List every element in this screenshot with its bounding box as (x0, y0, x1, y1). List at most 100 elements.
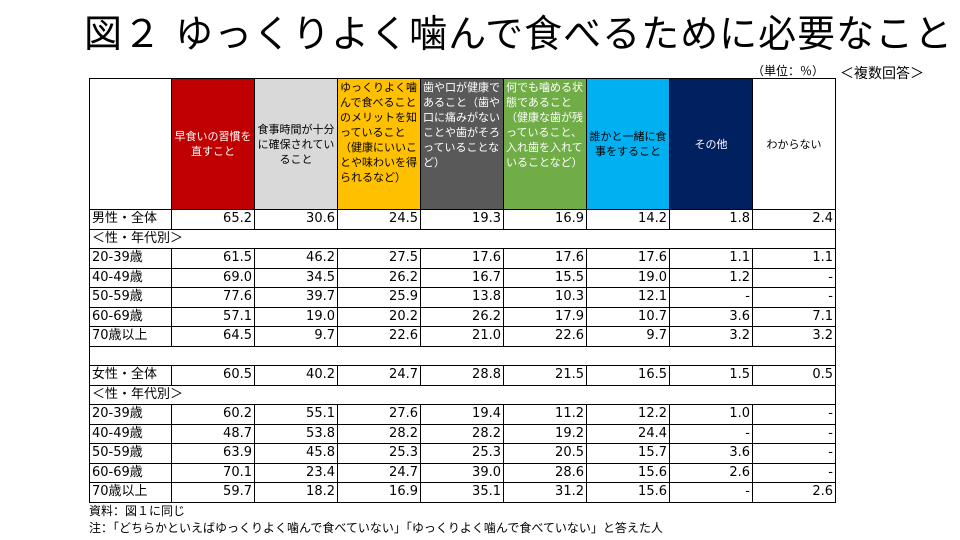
table-cell: 11.2 (503, 404, 587, 425)
column-header: 誰かと一緒に食事をすること (586, 78, 670, 210)
table-cell: 19.3 (420, 209, 504, 230)
table-cell: 19.2 (503, 423, 587, 444)
table-row: 20-39歳 60.2 55.1 27.6 19.4 11.2 12.2 1.0- (89, 404, 836, 425)
table-cell: 0.5 (752, 365, 836, 386)
table-cell: 60.5 (171, 365, 255, 386)
table-cell: 13.8 (420, 287, 504, 308)
table-cell: 26.2 (420, 306, 504, 327)
column-header: その他 (669, 78, 753, 210)
column-header: わからない (752, 78, 836, 210)
table-cell: 28.2 (420, 423, 504, 444)
column-header: 食事時間が十分に確保されていること (254, 78, 338, 210)
table-cell: 21.0 (420, 326, 504, 347)
table-cell: 46.2 (254, 248, 338, 269)
table-cell: 17.9 (503, 306, 587, 327)
table-cell: 24.7 (337, 365, 421, 386)
table-cell: 1.1 (669, 248, 753, 269)
table-cell: 21.5 (503, 365, 587, 386)
table-cell: 63.9 (171, 443, 255, 464)
table-cell: 2.6 (669, 462, 753, 483)
table-cell: 27.6 (337, 404, 421, 425)
table-cell: - (752, 423, 836, 444)
row-label: 男性・全体 (89, 209, 172, 230)
table-cell: 45.8 (254, 443, 338, 464)
table-cell: 14.2 (586, 209, 670, 230)
table-row: 女性・全体 60.5 40.2 24.7 28.8 21.5 16.5 1.5 0.5 (89, 365, 836, 386)
table-cell: 16.9 (503, 209, 587, 230)
table-cell: 69.0 (171, 267, 255, 288)
column-header: 歯や口が健康であること（歯や口に痛みがないことや歯がそろっていることなど） (420, 78, 504, 210)
table-row: 50-59歳 63.9 45.8 25.3 25.3 20.5 15.7 3.6- (89, 443, 836, 464)
table-cell: 77.6 (171, 287, 255, 308)
table-cell: 2.6 (752, 482, 836, 503)
table-cell: - (752, 267, 836, 288)
table-cell: 53.8 (254, 423, 338, 444)
table-cell: 22.6 (337, 326, 421, 347)
table-cell: 1.2 (669, 267, 753, 288)
table-cell: 28.8 (420, 365, 504, 386)
table-cell: 18.2 (254, 482, 338, 503)
table-cell: 64.5 (171, 326, 255, 347)
survey-table: 早食いの習慣を直すこと 食事時間が十分に確保されていること ゆっくりよく噛んで食… (89, 78, 836, 503)
table-cell: 65.2 (171, 209, 255, 230)
table-cell: 24.7 (337, 462, 421, 483)
table-cell: 70.1 (171, 462, 255, 483)
table-cell: 1.0 (669, 404, 753, 425)
table-cell: 9.7 (254, 326, 338, 347)
table-cell: 15.6 (586, 462, 670, 483)
table-cell: 25.9 (337, 287, 421, 308)
table-row: 60-69歳 70.1 23.4 24.7 39.0 28.6 15.6 2.6- (89, 462, 836, 483)
table-cell: 3.2 (669, 326, 753, 347)
table-cell: 19.0 (254, 306, 338, 327)
table-cell: 9.7 (586, 326, 670, 347)
table-cell: 20.5 (503, 443, 587, 464)
table-row: 男性・全体 65.2 30.6 24.5 19.3 16.9 14.2 1.8 2.4 (89, 209, 836, 230)
header-row: 早食いの習慣を直すこと 食事時間が十分に確保されていること ゆっくりよく噛んで食… (89, 78, 836, 210)
table-cell: 1.8 (669, 209, 753, 230)
row-label: 女性・全体 (89, 365, 172, 386)
table-cell: 3.2 (752, 326, 836, 347)
table-cell: 24.4 (586, 423, 670, 444)
table-cell: 16.7 (420, 267, 504, 288)
row-label: 70歳以上 (89, 326, 172, 347)
section-label: ＜性・年代別＞ (89, 228, 836, 249)
table-cell: 40.2 (254, 365, 338, 386)
section-row: ＜性・年代別＞ (89, 228, 836, 249)
table-row: 50-59歳 77.6 39.7 25.9 13.8 10.3 12.1- - (89, 287, 836, 308)
row-label: 40-49歳 (89, 423, 172, 444)
table-cell: 1.5 (669, 365, 753, 386)
table-cell: 35.1 (420, 482, 504, 503)
header-corner (89, 78, 172, 210)
table-cell: 22.6 (503, 326, 587, 347)
table-body: 男性・全体 65.2 30.6 24.5 19.3 16.9 14.2 1.8 2.4 ＜性・年代… (89, 209, 836, 503)
table-cell: - (752, 287, 836, 308)
row-label: 70歳以上 (89, 482, 172, 503)
table-cell: 2.4 (752, 209, 836, 230)
table-cell: 15.5 (503, 267, 587, 288)
table-cell: 10.3 (503, 287, 587, 308)
row-label: 20-39歳 (89, 248, 172, 269)
multi-answer-label: ＜複数回答＞ (840, 66, 924, 82)
section-row: ＜性・年代別＞ (89, 384, 836, 405)
row-label: 20-39歳 (89, 404, 172, 425)
table-cell: 19.0 (586, 267, 670, 288)
table-cell: 26.2 (337, 267, 421, 288)
table-cell: 3.6 (669, 443, 753, 464)
table-cell: 23.4 (254, 462, 338, 483)
table-cell: 16.9 (337, 482, 421, 503)
table-row: 40-49歳 69.0 34.5 26.2 16.7 15.5 19.0 1.2- (89, 267, 836, 288)
table-cell: - (752, 443, 836, 464)
table-cell: - (669, 482, 753, 503)
table-cell: 39.7 (254, 287, 338, 308)
table-cell: 34.5 (254, 267, 338, 288)
row-label: 50-59歳 (89, 443, 172, 464)
row-label: 40-49歳 (89, 267, 172, 288)
column-header: ゆっくりよく噛んで食べることのメリットを知っていること（健康にいいことや味わいを… (337, 78, 421, 210)
table-cell: 31.2 (503, 482, 587, 503)
table-cell: 59.7 (171, 482, 255, 503)
table-cell: 17.6 (503, 248, 587, 269)
row-label: 60-69歳 (89, 306, 172, 327)
table-cell: 17.6 (420, 248, 504, 269)
table-cell: 15.7 (586, 443, 670, 464)
table-cell: 55.1 (254, 404, 338, 425)
